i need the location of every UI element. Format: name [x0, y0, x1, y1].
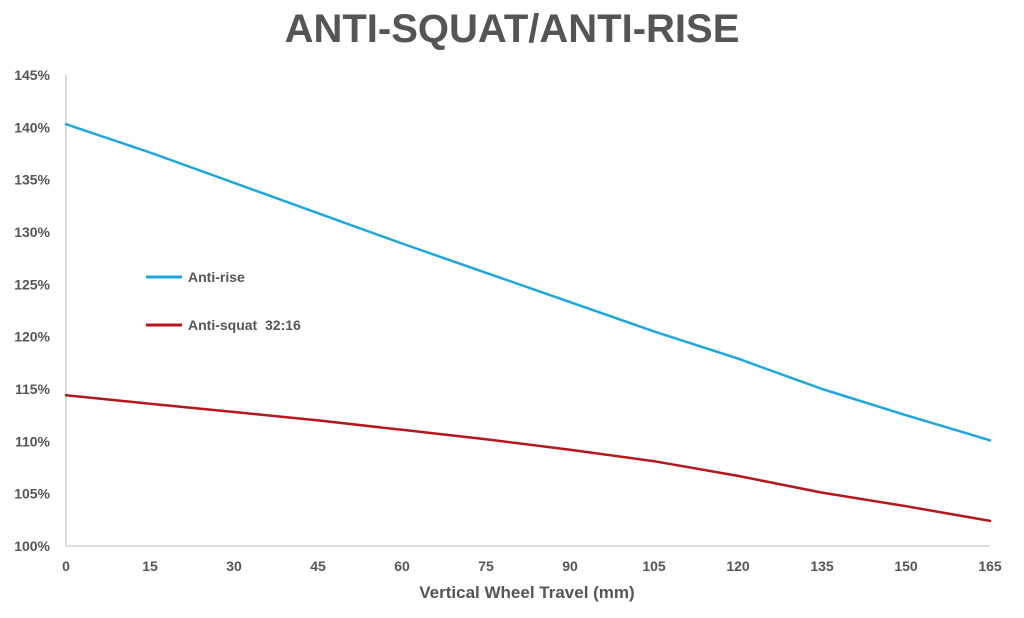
y-tick-label: 135%: [14, 172, 50, 188]
legend: Anti-rise Anti-squat 32:16: [146, 269, 301, 333]
y-tick-label: 115%: [15, 381, 51, 397]
y-tick-label: 125%: [14, 276, 50, 292]
series-line-1: [64, 394, 992, 523]
x-tick-label: 150: [894, 558, 918, 574]
x-tick-label: 120: [726, 558, 750, 574]
y-tick-label: 130%: [14, 224, 50, 240]
series-line-0: [64, 122, 992, 442]
y-tick-labels: 100% 105% 110% 115% 120% 125% 130% 135% 140% 145%: [14, 67, 50, 554]
x-tick-label: 135: [810, 558, 834, 574]
x-tick-label: 165: [978, 558, 1002, 574]
y-tick-label: 140%: [14, 119, 50, 135]
x-axis-label: Vertical Wheel Travel (mm): [419, 583, 634, 602]
x-tick-label: 75: [478, 558, 494, 574]
y-tick-label: 105%: [14, 486, 50, 502]
x-tick-label: 105: [642, 558, 666, 574]
chart-title: ANTI-SQUAT/ANTI-RISE: [285, 7, 740, 51]
x-tick-label: 0: [62, 558, 70, 574]
x-tick-label: 30: [226, 558, 242, 574]
x-tick-label: 60: [394, 558, 410, 574]
axes: [65, 75, 990, 547]
y-tick-label: 145%: [14, 67, 50, 83]
y-tick-label: 100%: [14, 538, 50, 554]
y-tick-label: 110%: [15, 433, 51, 449]
legend-label-1: Anti-squat 32:16: [188, 317, 301, 333]
x-tick-labels: 0 15 30 45 60 75 90 105 120 135 150 165: [62, 558, 1002, 574]
y-tick-label: 120%: [14, 329, 50, 345]
series-lines: [64, 122, 992, 523]
x-tick-label: 15: [142, 558, 158, 574]
x-tick-label: 90: [562, 558, 578, 574]
legend-label-0: Anti-rise: [188, 269, 245, 285]
x-tick-label: 45: [310, 558, 326, 574]
